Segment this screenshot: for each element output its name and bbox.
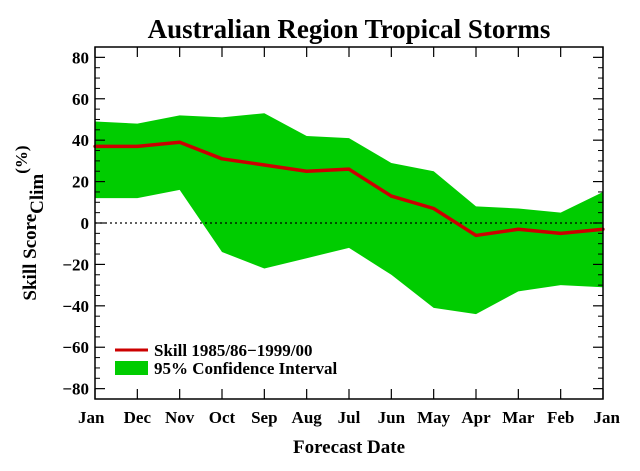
- y-axis-title-subscript: Clim: [27, 174, 48, 214]
- x-tick-label: Feb: [547, 408, 574, 427]
- skill-point-4: [262, 163, 266, 167]
- y-axis: 80 60 40 20 0 −20 −40 −60 −80: [62, 48, 603, 399]
- y-tick-label: 40: [72, 131, 89, 150]
- x-tick-label: Jun: [378, 408, 406, 427]
- x-axis: Jan Dec Nov Oct Sep Aug Jul Jun May Apr Mar Feb Jan: [78, 47, 621, 427]
- x-tick-label: Sep: [251, 408, 277, 427]
- x-tick-label: Dec: [124, 408, 152, 427]
- skill-point-6: [347, 167, 351, 171]
- y-tick-label: 60: [72, 90, 89, 109]
- legend-confidence-label: 95% Confidence Interval: [154, 359, 337, 378]
- skill-point-1: [135, 144, 139, 148]
- y-tick-label: 20: [72, 173, 89, 192]
- x-axis-title: Forecast Date: [293, 437, 405, 458]
- skill-line-layer: [93, 140, 605, 238]
- legend: Skill 1985/86−1999/00 95% Confidence Int…: [115, 341, 337, 378]
- y-axis-title: Skill ScoreClim(%): [12, 145, 48, 300]
- y-tick-label: 0: [81, 214, 90, 233]
- x-tick-label: Aug: [292, 408, 323, 427]
- skill-point-7: [389, 194, 393, 198]
- y-axis-title-unit: (%): [12, 145, 31, 173]
- confidence-band-layer: [95, 113, 603, 315]
- legend-skill-label: Skill 1985/86−1999/00: [154, 341, 312, 360]
- y-axis-title-main: Skill Score: [20, 214, 41, 301]
- skill-point-9: [474, 233, 478, 238]
- x-tick-label: Mar: [502, 408, 535, 427]
- skill-point-10: [516, 227, 520, 231]
- skill-point-11: [559, 231, 563, 235]
- chart-title: Australian Region Tropical Storms: [148, 14, 551, 44]
- confidence-band: [95, 113, 603, 315]
- skill-point-3: [220, 157, 224, 161]
- x-tick-label: Jan: [78, 408, 105, 427]
- y-tick-label: −20: [62, 255, 89, 274]
- y-tick-label: 80: [72, 48, 89, 67]
- skill-point-8: [432, 206, 436, 211]
- x-tick-label: May: [417, 408, 451, 427]
- legend-confidence-swatch: [115, 361, 148, 375]
- x-tick-label: Oct: [209, 408, 236, 427]
- skill-point-2: [178, 140, 182, 144]
- y-tick-label: −40: [62, 297, 89, 316]
- x-tick-label: Nov: [165, 408, 195, 427]
- y-tick-label: −60: [62, 338, 89, 357]
- y-tick-label: −80: [62, 380, 89, 399]
- x-tick-label: Jul: [338, 408, 361, 427]
- skill-point-5: [305, 169, 309, 173]
- x-tick-label: Apr: [461, 408, 491, 427]
- x-tick-label: Jan: [594, 408, 621, 427]
